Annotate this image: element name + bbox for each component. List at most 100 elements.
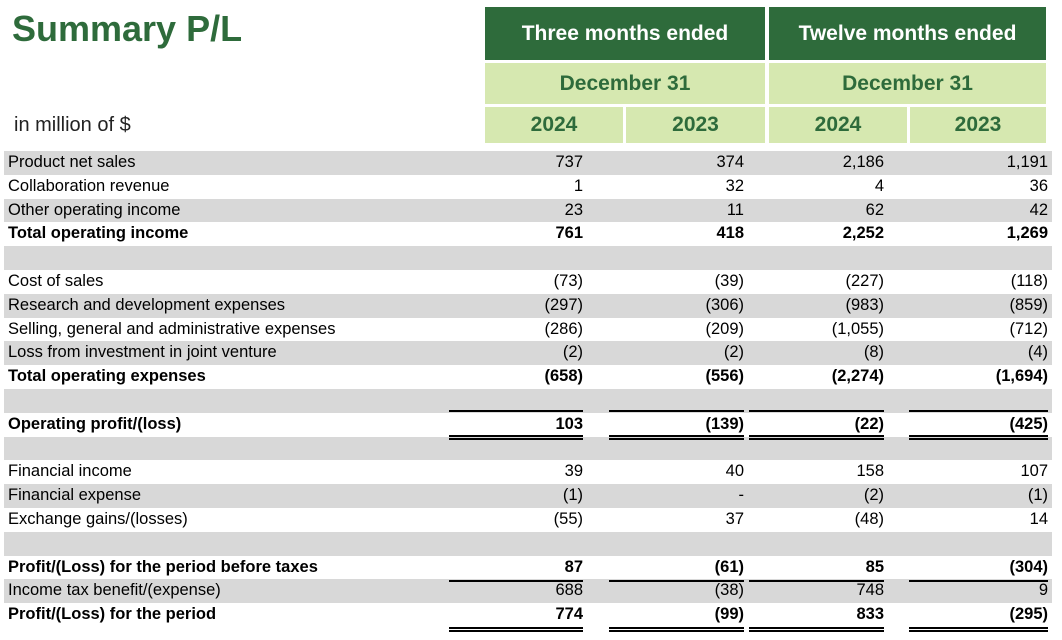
- cell-value: (1): [1027, 486, 1048, 505]
- cell-value: (425): [1009, 414, 1048, 433]
- cell-value: 1,191: [1006, 153, 1048, 171]
- row-label: Total operating income: [8, 224, 189, 243]
- cell-value: 1,269: [1006, 224, 1048, 243]
- header-date-twelve-months: December 31: [769, 63, 1046, 104]
- table-row: Cost of sales (73) (39) (227) (118): [4, 270, 1052, 294]
- cell-value: 748: [856, 581, 884, 600]
- table-row: Product net sales 737 374 2,186 1,191: [4, 151, 1052, 175]
- cell-value: (38): [714, 581, 744, 600]
- double-rule: [609, 630, 744, 632]
- row-label: Cost of sales: [8, 271, 104, 290]
- table-row-spacer: [4, 436, 1052, 461]
- cell-value: 761: [555, 224, 583, 243]
- total-rule: [609, 410, 744, 412]
- row-label: Total operating expenses: [8, 367, 206, 386]
- cell-value: (306): [705, 295, 744, 314]
- header-date-three-months: December 31: [485, 63, 765, 104]
- cell-value: 103: [555, 414, 583, 433]
- cell-value: 62: [865, 200, 884, 219]
- header-year: 2023: [626, 107, 765, 143]
- page-title: Summary P/L: [12, 8, 243, 49]
- cell-value: -: [738, 486, 745, 505]
- cell-value: 14: [1029, 509, 1048, 528]
- header-year: 2023: [910, 107, 1046, 143]
- table-row-total: Total operating income 761 418 2,252 1,269: [4, 222, 1052, 246]
- cell-value: (2): [723, 343, 744, 362]
- table-row: Income tax benefit/(expense) 688 (38) 748 9: [4, 579, 1052, 604]
- cell-value: 32: [725, 176, 744, 195]
- table-row: Loss from investment in joint venture (2)…: [4, 341, 1052, 366]
- cell-value: 36: [1029, 176, 1048, 195]
- pl-table: Product net sales 737 374 2,186 1,191 Collab…: [4, 151, 1052, 627]
- double-rule: [749, 438, 884, 440]
- table-row: Collaboration revenue 1 32 4 36: [4, 175, 1052, 199]
- cell-value: 833: [856, 605, 884, 624]
- table-row-spacer: [4, 531, 1052, 556]
- cell-value: 2,252: [842, 224, 884, 243]
- cell-value: (99): [714, 605, 744, 624]
- cell-value: (55): [553, 509, 583, 528]
- row-label: Exchange gains/(losses): [8, 509, 188, 528]
- cell-value: 4: [874, 176, 884, 195]
- table-row-spacer: [4, 246, 1052, 270]
- double-rule: [449, 438, 583, 440]
- cell-value: (1,694): [995, 367, 1048, 386]
- double-rule: [909, 438, 1048, 440]
- header-year: 2024: [769, 107, 907, 143]
- table-row: Selling, general and administrative expe…: [4, 318, 1052, 342]
- cell-value: (658): [544, 367, 583, 386]
- cell-value: (304): [1009, 557, 1048, 576]
- double-rule: [909, 630, 1048, 632]
- cell-value: (8): [863, 343, 884, 362]
- cell-value: 40: [725, 462, 744, 481]
- cell-value: (61): [714, 557, 744, 576]
- cell-value: (22): [854, 414, 884, 433]
- row-label: Operating profit/(loss): [8, 414, 182, 433]
- cell-value: (39): [714, 271, 744, 290]
- total-rule: [449, 580, 583, 582]
- table-row: Other operating income 23 11 62 42: [4, 198, 1052, 223]
- double-rule: [449, 435, 583, 437]
- cell-value: (859): [1009, 295, 1048, 314]
- header-twelve-months: Twelve months ended: [769, 7, 1046, 60]
- cell-value: 87: [564, 557, 583, 576]
- cell-value: 158: [856, 462, 884, 481]
- cell-value: (1,055): [831, 319, 884, 338]
- row-label: Product net sales: [8, 153, 136, 171]
- cell-value: (2): [562, 343, 583, 362]
- row-label: Selling, general and administrative expe…: [8, 319, 336, 338]
- cell-value: 1: [573, 176, 583, 195]
- units-label: in million of $: [14, 114, 131, 136]
- table-row: Financial expense (1) - (2) (1): [4, 484, 1052, 508]
- cell-value: 374: [716, 153, 744, 171]
- row-label: Financial expense: [8, 486, 141, 505]
- double-rule: [909, 627, 1048, 629]
- cell-value: 39: [564, 462, 583, 481]
- total-rule: [749, 410, 884, 412]
- cell-value: (4): [1027, 343, 1048, 362]
- table-row-total: Operating profit/(loss) 103 (139) (22) (425): [4, 413, 1052, 437]
- cell-value: (295): [1009, 605, 1048, 624]
- cell-value: 737: [555, 153, 583, 171]
- cell-value: (1): [562, 486, 583, 505]
- double-rule: [909, 435, 1048, 437]
- table-row: Research and development expenses (297) (3…: [4, 293, 1052, 318]
- table-row: Exchange gains/(losses) (55) 37 (48) 14: [4, 508, 1052, 532]
- cell-value: (2): [863, 486, 884, 505]
- cell-value: (712): [1009, 319, 1048, 338]
- row-label: Income tax benefit/(expense): [8, 581, 221, 600]
- cell-value: 107: [1020, 462, 1048, 481]
- double-rule: [609, 435, 744, 437]
- table-row-spacer: [4, 388, 1052, 413]
- row-label: Other operating income: [8, 200, 181, 219]
- row-label: Financial income: [8, 462, 132, 481]
- double-rule: [449, 627, 583, 629]
- cell-value: 774: [555, 605, 583, 624]
- header-year: 2024: [485, 107, 623, 143]
- cell-value: (209): [705, 319, 744, 338]
- table-row-total: Profit/(Loss) for the period before taxe…: [4, 556, 1052, 580]
- double-rule: [609, 627, 744, 629]
- row-label: Collaboration revenue: [8, 176, 170, 195]
- header-three-months: Three months ended: [485, 7, 765, 60]
- cell-value: (2,274): [831, 367, 884, 386]
